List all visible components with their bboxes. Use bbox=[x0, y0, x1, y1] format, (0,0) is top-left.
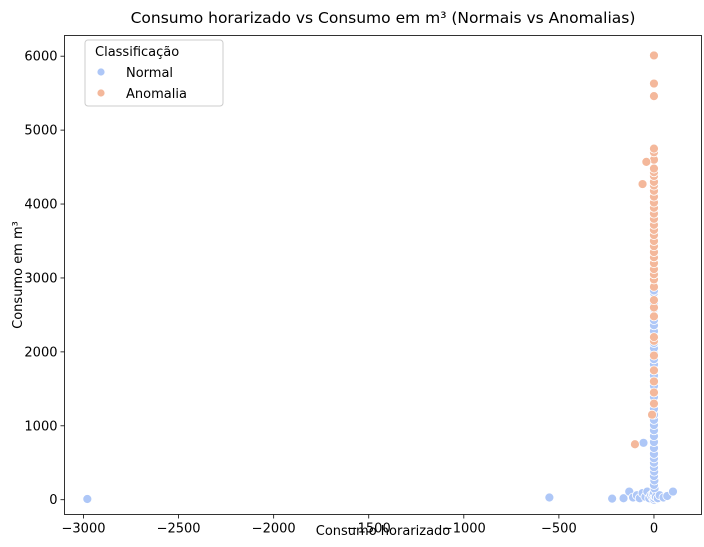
data-point-anomalia bbox=[637, 179, 648, 189]
data-point-normal bbox=[607, 493, 618, 504]
x-tick-label: −1500 bbox=[347, 522, 391, 537]
chart-title: Consumo horarizado vs Consumo em m³ (Nor… bbox=[131, 9, 636, 27]
legend-marker-anomalia bbox=[96, 88, 106, 98]
y-tick-label: 3000 bbox=[24, 271, 57, 286]
data-points-group bbox=[82, 50, 678, 505]
data-point-anomalia bbox=[649, 78, 659, 89]
data-point-anomalia bbox=[649, 91, 659, 102]
y-tick-label: 5000 bbox=[24, 124, 57, 139]
x-tick-label: −2500 bbox=[157, 522, 201, 537]
data-point-anomalia bbox=[641, 156, 652, 167]
data-point-anomalia bbox=[649, 365, 659, 376]
legend: Classificação Normal Anomalia bbox=[84, 39, 224, 107]
legend-title: Classificação bbox=[95, 45, 179, 60]
x-tick-label: 0 bbox=[650, 522, 658, 537]
legend-box bbox=[84, 39, 224, 107]
x-tick-label: −3000 bbox=[62, 522, 106, 537]
data-point-anomalia bbox=[649, 398, 659, 409]
legend-label-anomalia: Anomalia bbox=[126, 87, 187, 102]
legend-label-normal: Normal bbox=[126, 66, 173, 81]
x-axis-label: Consumo horarizado bbox=[316, 524, 451, 539]
y-tick-label: 4000 bbox=[24, 198, 57, 213]
data-point-anomalia bbox=[649, 350, 659, 361]
y-tick-label: 0 bbox=[49, 493, 57, 508]
data-point-anomalia bbox=[649, 143, 659, 154]
y-tick-label: 6000 bbox=[24, 50, 57, 65]
data-point-anomalia bbox=[649, 50, 659, 61]
data-point-anomalia bbox=[649, 311, 659, 322]
data-point-normal bbox=[618, 493, 629, 504]
data-point-anomalia bbox=[649, 376, 659, 387]
x-tick-label: −500 bbox=[541, 522, 577, 537]
data-point-anomalia bbox=[630, 439, 640, 450]
data-point-anomalia bbox=[649, 332, 659, 342]
legend-marker-normal bbox=[96, 67, 106, 77]
data-point-anomalia bbox=[649, 163, 659, 174]
data-point-normal bbox=[544, 492, 555, 503]
data-point-anomalia bbox=[649, 295, 659, 306]
y-axis: 0 1000 2000 3000 4000 5000 6000 bbox=[24, 50, 65, 508]
y-tick-label: 1000 bbox=[24, 419, 57, 434]
x-tick-label: −2000 bbox=[252, 522, 296, 537]
data-point-normal bbox=[82, 494, 93, 504]
y-tick-label: 2000 bbox=[24, 345, 57, 360]
y-axis-label: Consumo em m³ bbox=[11, 221, 26, 329]
plot-frame bbox=[64, 35, 702, 515]
data-point-anomalia bbox=[649, 387, 659, 398]
data-point-anomalia bbox=[647, 409, 657, 420]
data-point-normal bbox=[638, 437, 649, 448]
x-axis: −3000 −2500 −2000 −1500 −1000 −500 0 bbox=[62, 514, 658, 537]
data-point-normal bbox=[668, 486, 678, 497]
x-tick-label: −1000 bbox=[442, 522, 486, 537]
